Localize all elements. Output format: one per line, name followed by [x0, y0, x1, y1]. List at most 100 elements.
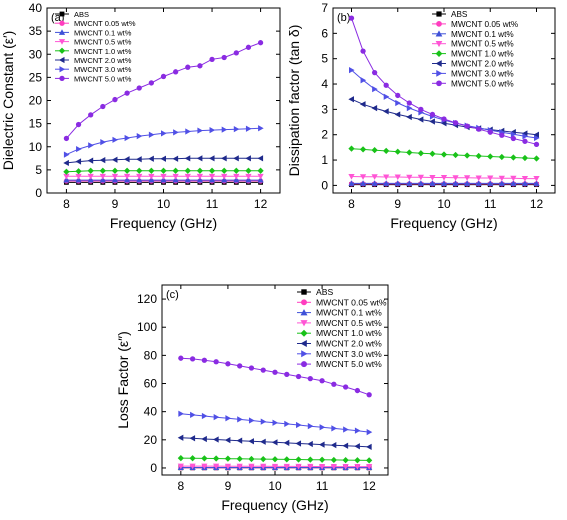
data-point [201, 435, 207, 443]
x-tick-label: 8 [348, 197, 355, 211]
x-tick-label: 9 [394, 197, 401, 211]
data-point [87, 173, 94, 180]
data-point [148, 167, 155, 174]
data-point [172, 69, 179, 75]
data-point [487, 153, 494, 160]
legend-entry: MWCNT 5.0 wt% [451, 79, 514, 88]
data-point [406, 180, 413, 186]
data-point [189, 435, 196, 442]
data-point [99, 167, 106, 174]
data-point [272, 419, 279, 426]
data-point [248, 455, 255, 463]
y-tick-label: 25 [29, 70, 43, 84]
legend-entry: MWCNT 0.05 wt% [316, 297, 387, 307]
data-point [75, 173, 82, 180]
legend-marker [300, 309, 308, 316]
legend-entry: MWCNT 3.0 wt% [316, 349, 382, 359]
data-point [172, 173, 179, 180]
data-point [283, 463, 290, 470]
data-point [111, 156, 118, 163]
data-point [136, 167, 143, 174]
data-point [533, 141, 540, 147]
data-point [359, 180, 367, 186]
legend-marker [59, 66, 66, 73]
data-point [63, 135, 70, 142]
legend-entry: MWCNT 0.05 wt% [74, 19, 136, 28]
data-point [236, 463, 243, 470]
data-point [177, 434, 184, 441]
data-point [383, 147, 390, 155]
series-6 [63, 125, 264, 158]
series-2 [348, 180, 540, 186]
data-point [184, 155, 191, 162]
data-point [172, 155, 179, 162]
data-point [366, 428, 373, 436]
x-tick-label: 8 [177, 479, 184, 493]
data-point [148, 173, 155, 180]
data-point [383, 93, 390, 100]
data-point [498, 180, 505, 186]
legend-marker [436, 11, 442, 17]
legend-marker [435, 60, 442, 67]
series-4 [348, 145, 540, 162]
y-tick-label: 0 [150, 461, 157, 475]
data-point [123, 167, 131, 174]
data-point [476, 126, 482, 132]
data-point [184, 176, 191, 183]
data-point [260, 455, 267, 463]
legend-entry: MWCNT 0.1 wt% [316, 308, 382, 318]
x-tick-label: 8 [63, 197, 70, 211]
series-7 [63, 40, 264, 142]
legend-marker [301, 361, 307, 368]
y-tick-label: 15 [29, 117, 43, 131]
data-point [383, 82, 389, 88]
data-point [99, 157, 106, 164]
panel-label: (b) [337, 12, 350, 24]
data-point [213, 455, 220, 462]
data-point [429, 180, 436, 186]
legend-entry: MWCNT 2.0 wt% [316, 339, 382, 349]
data-point [343, 426, 349, 433]
y-axis-label: Loss Factor (ε″) [115, 331, 131, 429]
y-axis-label: Dissipation factor (tan δ) [286, 25, 302, 177]
data-point [429, 118, 435, 125]
x-tick-label: 10 [157, 197, 171, 211]
data-point [260, 463, 267, 470]
data-point [173, 129, 179, 136]
data-point [196, 167, 204, 174]
data-point [233, 126, 240, 133]
plot-frame [332, 7, 556, 194]
data-point [522, 133, 529, 140]
legend-marker [300, 339, 307, 348]
data-point [123, 173, 131, 180]
data-point [208, 173, 216, 180]
y-tick-label: 6 [321, 26, 328, 40]
data-point [342, 384, 349, 390]
data-point [184, 173, 191, 180]
data-point [111, 167, 119, 174]
data-point [148, 80, 155, 86]
y-tick-label: 10 [29, 140, 43, 154]
data-point [475, 175, 482, 182]
data-point [521, 180, 529, 186]
y-tick-label: 3 [321, 102, 328, 116]
data-point [440, 151, 448, 158]
data-point [236, 455, 243, 462]
data-point [233, 50, 239, 56]
data-point [75, 168, 82, 175]
legend-marker [436, 70, 443, 77]
data-point [248, 365, 255, 371]
data-point [383, 174, 390, 181]
data-point [189, 463, 196, 470]
data-point [63, 151, 70, 158]
legend-marker [435, 30, 443, 37]
legend-marker [301, 289, 307, 295]
data-point [178, 410, 184, 417]
data-point [359, 146, 367, 153]
data-point [63, 159, 69, 167]
data-point [533, 180, 540, 186]
data-point [417, 180, 424, 186]
data-point [534, 134, 540, 142]
data-point [221, 54, 227, 61]
